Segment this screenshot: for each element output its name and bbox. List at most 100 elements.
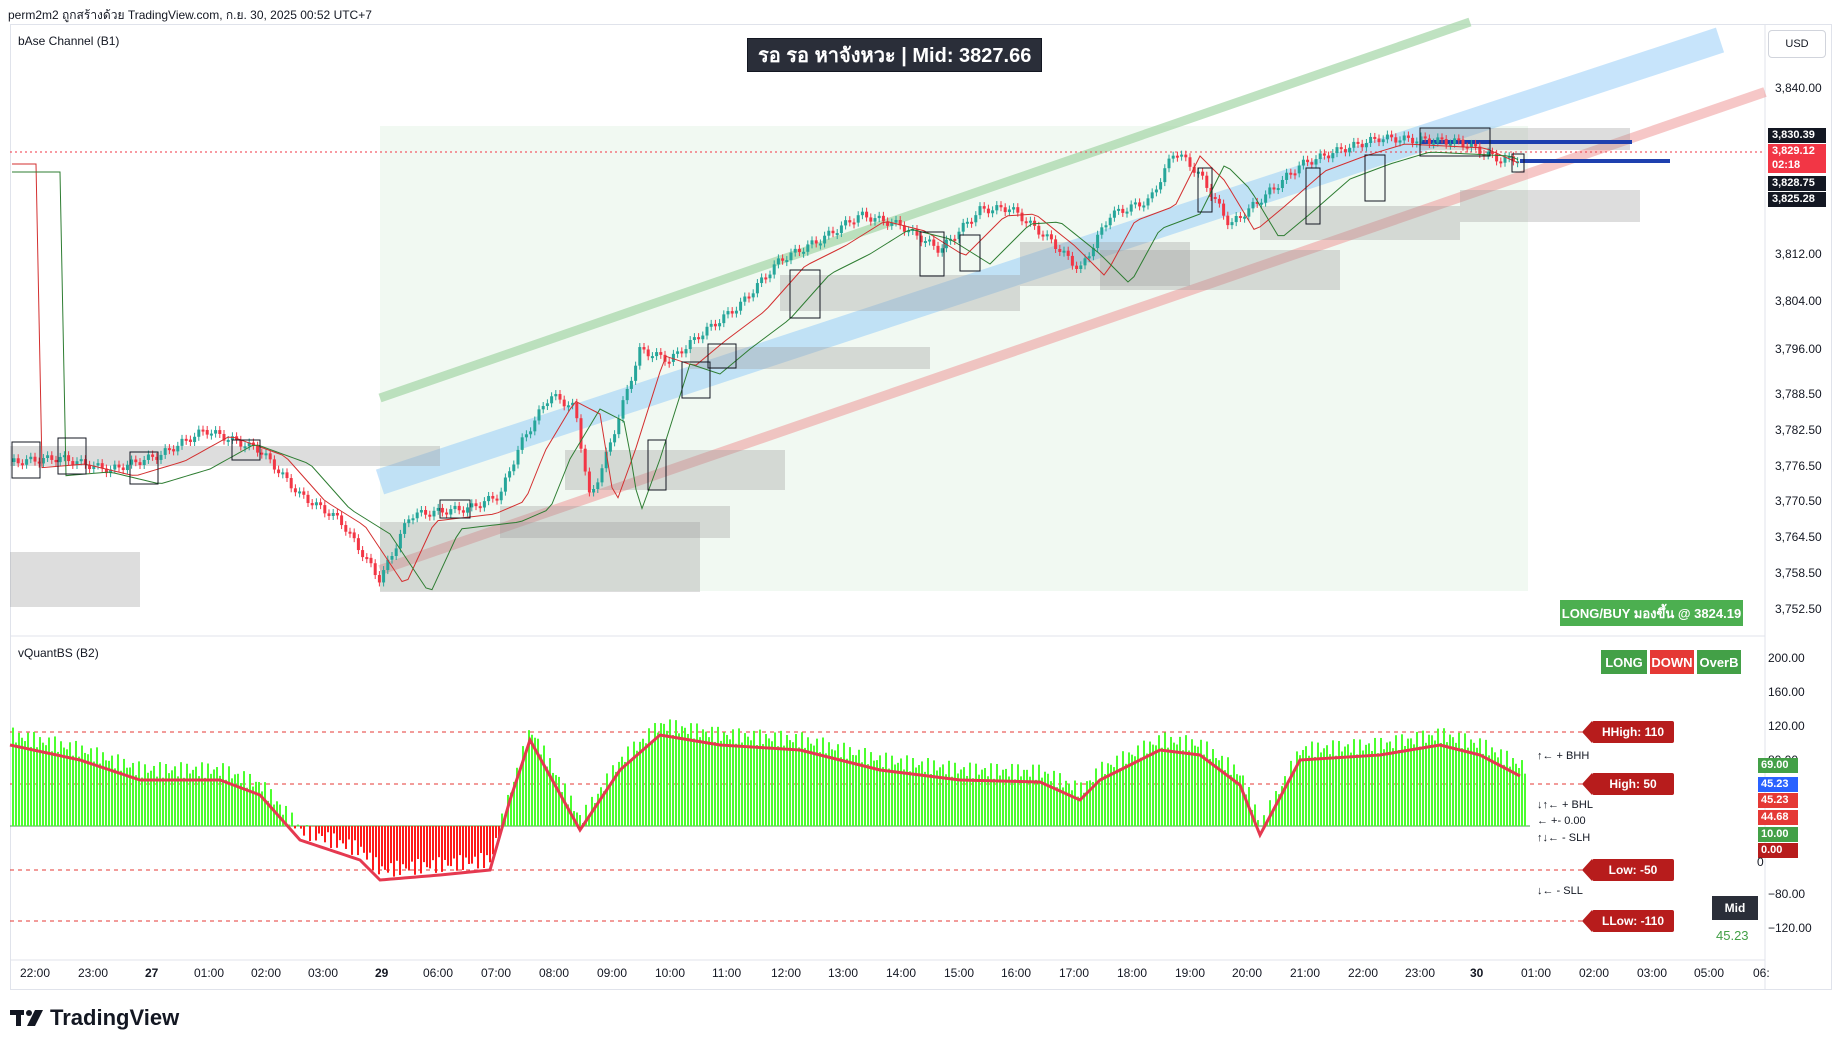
histogram-bar: [60, 741, 62, 826]
currency-button[interactable]: USD: [1768, 30, 1826, 58]
level-tag: LLow: -110: [1582, 910, 1674, 932]
histogram-bar: [57, 751, 59, 826]
histogram-bar: [1368, 743, 1370, 826]
histogram-bar: [63, 747, 65, 826]
oscillator-indicator-label[interactable]: vQuantBS (B2): [18, 646, 99, 660]
histogram-bar: [465, 826, 467, 858]
histogram-bar: [768, 738, 770, 826]
histogram-bar: [1194, 745, 1196, 826]
candle: [180, 438, 184, 446]
histogram-bar: [474, 826, 476, 857]
histogram-bar: [204, 777, 206, 826]
candle: [537, 409, 541, 421]
histogram-bar: [618, 761, 620, 826]
legend-row: ← +- 0.00: [1537, 815, 1586, 827]
histogram-bar: [1344, 746, 1346, 826]
histogram-bar: [726, 734, 728, 826]
histogram-bar: [1371, 750, 1373, 826]
histogram-bar: [1080, 782, 1082, 826]
histogram-bar: [1149, 741, 1151, 826]
histogram-bar: [972, 778, 974, 826]
tradingview-logo[interactable]: TradingView: [10, 1005, 179, 1031]
histogram-bar: [798, 747, 800, 826]
candle: [764, 277, 768, 280]
candle: [789, 252, 793, 261]
candle: [109, 469, 113, 474]
candle: [709, 323, 713, 327]
histogram-bar: [210, 773, 212, 826]
histogram-bar: [1209, 758, 1211, 826]
histogram-bar: [762, 744, 764, 826]
candle: [1390, 134, 1394, 138]
candle: [890, 222, 894, 226]
candle: [1129, 204, 1133, 212]
histogram-bar: [1212, 749, 1214, 826]
time-tick-label: 10:00: [655, 966, 686, 980]
histogram-bar: [840, 757, 842, 826]
candle: [163, 448, 167, 455]
candle: [352, 532, 356, 539]
histogram-bar: [336, 826, 338, 848]
candle: [1448, 143, 1452, 146]
histogram-bar: [159, 762, 161, 826]
histogram-bar: [1173, 742, 1175, 826]
histogram-bar: [807, 737, 809, 826]
histogram-bar: [114, 768, 116, 826]
histogram-bar: [603, 791, 605, 826]
time-tick-label: 01:00: [1521, 966, 1552, 980]
histogram-bar: [87, 754, 89, 826]
histogram-bar: [1167, 747, 1169, 826]
candle: [697, 337, 701, 340]
candle: [201, 429, 205, 432]
candle: [1314, 159, 1318, 165]
main-indicator-label[interactable]: bAse Channel (B1): [18, 34, 120, 48]
candle: [512, 464, 516, 472]
histogram-bar: [99, 763, 101, 826]
candle: [722, 314, 726, 324]
candle: [348, 531, 352, 534]
histogram-bar: [1101, 761, 1103, 826]
histogram-bar: [876, 760, 878, 826]
osc-tick-label: 120.00: [1768, 719, 1805, 733]
candle: [79, 459, 83, 462]
candle: [340, 515, 344, 526]
histogram-bar: [1023, 769, 1025, 826]
range-box: [439, 499, 471, 519]
histogram-bar: [198, 776, 200, 826]
histogram-bar: [126, 767, 128, 826]
histogram-bar: [1197, 746, 1199, 826]
candle: [554, 394, 558, 397]
candle: [104, 468, 108, 474]
histogram-bar: [1407, 738, 1409, 826]
candle: [1377, 138, 1381, 143]
time-tick-label: 11:00: [712, 966, 742, 980]
candle: [466, 507, 470, 513]
histogram-bar: [561, 792, 563, 826]
candle: [894, 220, 898, 223]
histogram-bar: [1443, 728, 1445, 826]
histogram-bar: [1437, 728, 1439, 826]
histogram-bar: [1275, 791, 1277, 826]
histogram-bar: [1380, 737, 1382, 826]
histogram-bar: [447, 826, 449, 866]
histogram-bar: [1254, 804, 1256, 826]
histogram-bar: [1311, 741, 1313, 826]
histogram-bar: [249, 773, 251, 826]
legend-row: ↓↑← + BHL: [1537, 799, 1593, 811]
histogram-bar: [693, 738, 695, 826]
candle: [970, 221, 974, 224]
histogram-bar: [1224, 770, 1226, 826]
candle: [54, 459, 58, 463]
candle: [1083, 258, 1087, 266]
osc-tick-label: 200.00: [1768, 651, 1805, 665]
histogram-bar: [1035, 779, 1037, 826]
histogram-bar: [1461, 748, 1463, 826]
candle: [734, 310, 738, 314]
histogram-bar: [672, 734, 674, 826]
candle: [1272, 187, 1276, 190]
histogram-bar: [402, 826, 404, 865]
candle: [701, 335, 705, 340]
histogram-bar: [396, 826, 398, 861]
range-box: [1511, 153, 1525, 173]
